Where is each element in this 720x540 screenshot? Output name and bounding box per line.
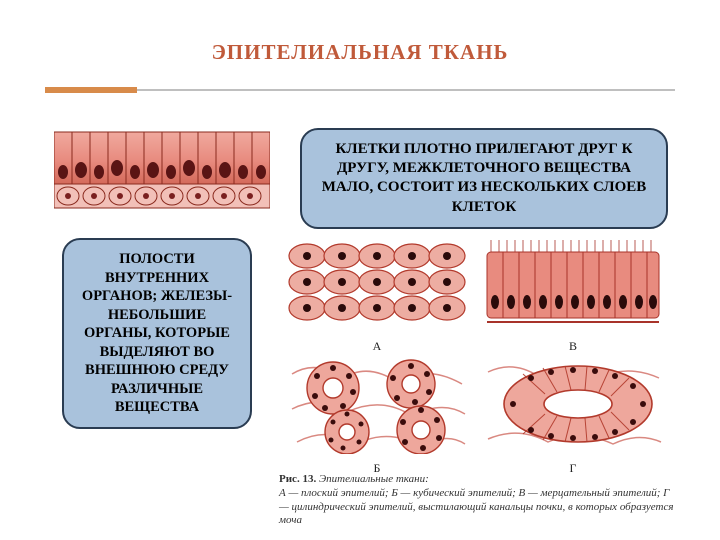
- divider-accent: [45, 87, 137, 93]
- title-divider: [45, 85, 675, 93]
- tissue-cell-v: В: [475, 240, 671, 354]
- tissue-illustration-main: [54, 130, 270, 212]
- description-top: КЛЕТКИ ПЛОТНО ПРИЛЕГАЮТ ДРУГ К ДРУГУ, МЕ…: [300, 128, 668, 229]
- tissue-cell-b: Б: [279, 354, 475, 476]
- page-title: ЭПИТЕЛИАЛЬНАЯ ТКАНЬ: [0, 40, 720, 65]
- tissue-cell-g: Г: [475, 354, 671, 476]
- grid-label-a: А: [279, 339, 475, 354]
- divider-line: [45, 89, 675, 91]
- tissue-cell-a: А: [279, 240, 475, 354]
- tissue-grid: А: [279, 240, 671, 476]
- caption-head: Эпителиальные ткани:: [316, 473, 429, 485]
- caption-body: А — плоский эпителий; Б — кубический эпи…: [279, 487, 673, 527]
- grid-label-v: В: [475, 339, 671, 354]
- figure-caption: Рис. 13. Эпителиальные ткани: А — плоски…: [279, 473, 674, 528]
- caption-lead: Рис. 13.: [279, 473, 316, 485]
- description-left: ПОЛОСТИ ВНУТРЕННИХ ОРГАНОВ; ЖЕЛЕЗЫ- НЕБО…: [62, 238, 252, 429]
